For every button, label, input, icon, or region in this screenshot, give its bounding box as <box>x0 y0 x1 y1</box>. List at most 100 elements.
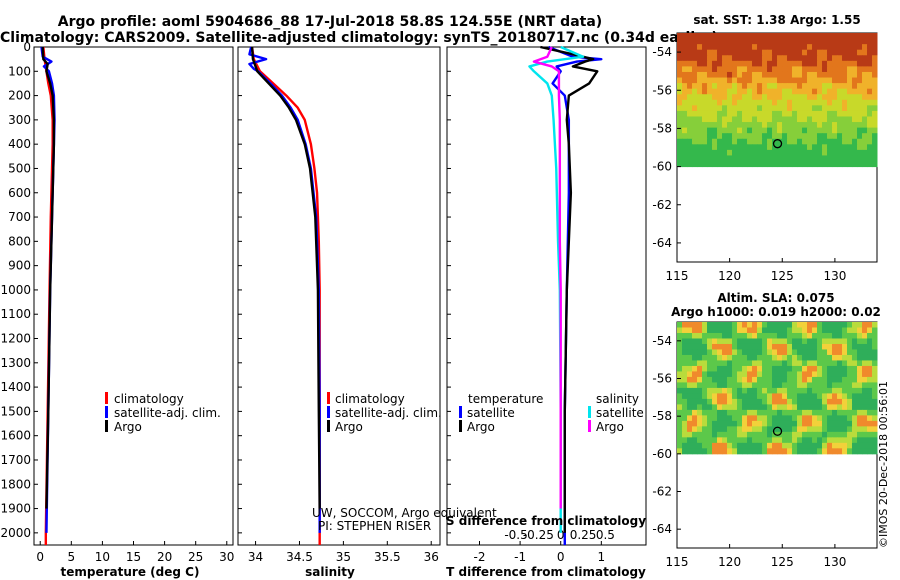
sst_map-cell <box>812 122 818 129</box>
sst_map-cell <box>752 66 758 73</box>
sst_map-cell <box>762 49 768 56</box>
sst_map-cell <box>842 38 848 45</box>
sla_map-cell <box>707 349 713 356</box>
sst_map-cell <box>747 116 753 123</box>
sla_map-cell <box>717 442 723 449</box>
sst_map-cell <box>727 161 733 168</box>
sla_map-cell <box>747 322 753 328</box>
sla_map-cell <box>847 349 853 356</box>
sst_map-cell <box>737 33 743 40</box>
sst_map-cell <box>697 138 703 145</box>
sst_map-cell <box>822 133 828 140</box>
sla_map-cell <box>807 448 813 455</box>
sst_map-cell <box>787 149 793 156</box>
sst_map-cell <box>797 33 803 40</box>
sla_map-cell <box>837 420 843 427</box>
sla_map-cell <box>772 349 778 356</box>
sst_map-cell <box>817 144 823 151</box>
sst_map-cell <box>767 161 773 168</box>
sst_map-cell <box>832 55 838 62</box>
sst_map-cell <box>742 77 748 84</box>
difference-top-tick-label: -0.25 <box>523 528 554 542</box>
sla_map-cell <box>802 327 808 334</box>
sla_map-cell <box>687 409 693 416</box>
sst_map-cell <box>812 138 818 145</box>
sst_map-cell <box>737 133 743 140</box>
sst_map-cell <box>737 49 743 56</box>
sst_map-cell <box>747 161 753 168</box>
sst_map-cell <box>832 149 838 156</box>
sla_map-cell <box>702 398 708 405</box>
sst_map-cell <box>792 127 798 134</box>
sst_map-cell <box>747 122 753 129</box>
sst_map-cell <box>742 161 748 168</box>
sst_map-cell <box>832 83 838 90</box>
difference-frame <box>446 46 647 546</box>
sla_map-cell <box>737 371 743 378</box>
sla_map-cell <box>822 437 828 444</box>
sst_map-cell <box>837 149 843 156</box>
sla_map-cell <box>777 332 783 339</box>
sst_map-cell <box>702 127 708 134</box>
sla_map-cell <box>872 448 878 455</box>
sst_map-cell <box>742 44 748 51</box>
sst_map-cell <box>717 138 723 145</box>
sst_map-cell <box>762 144 768 151</box>
sla_map-cell <box>837 409 843 416</box>
sla_map-cell <box>852 349 858 356</box>
sla_map-cell <box>742 327 748 334</box>
sst_map-cell <box>687 83 693 90</box>
sst_map-cell <box>812 77 818 84</box>
difference-xtick-label: -1 <box>514 550 526 564</box>
sla_map-cell <box>762 360 768 367</box>
sst_map-cell <box>857 66 863 73</box>
sst_map-cell <box>782 99 788 106</box>
sla_map-cell <box>752 322 758 328</box>
sla_map-cell <box>732 404 738 411</box>
sla_map-cell <box>687 387 693 394</box>
sst_map-cell <box>682 122 688 129</box>
sla_map-cell <box>712 382 718 389</box>
sla_map-cell <box>797 360 803 367</box>
sst_map-cell <box>852 105 858 112</box>
sst_map-cell <box>747 33 753 40</box>
sla_map-cell <box>772 376 778 383</box>
sst-map-title: sat. SST: 1.38 Argo: 1.55 <box>693 13 860 27</box>
sst_map-cell <box>712 149 718 156</box>
sst_map-cell <box>862 149 868 156</box>
sst_map-cell <box>762 55 768 62</box>
sla_map-cell <box>857 360 863 367</box>
sla_map-cell <box>872 387 878 394</box>
sla_map-cell <box>782 371 788 378</box>
sla_map-cell <box>747 448 753 455</box>
sla_map-cell <box>842 349 848 356</box>
sla_map-cell <box>762 393 768 400</box>
sla_map-cell <box>687 393 693 400</box>
sla_map-cell <box>757 442 763 449</box>
sla_map-cell <box>707 354 713 361</box>
sla_map-cell <box>872 354 878 361</box>
depth-tick-label: 100 <box>8 64 31 78</box>
sst_map-cell <box>862 99 868 106</box>
sla_map-cell <box>852 442 858 449</box>
sla_map-cell <box>697 393 703 400</box>
sst_map-cell <box>712 60 718 67</box>
sst_map-cell <box>772 155 778 162</box>
sla_map-cell <box>867 343 873 350</box>
sla_map-cell <box>687 327 693 334</box>
difference-top-tick-label: 0.25 <box>570 528 597 542</box>
sla_map-cell <box>717 354 723 361</box>
sst_map-cell <box>717 71 723 79</box>
sla_map-cell <box>867 338 873 345</box>
sla_map-cell <box>677 349 683 356</box>
sst_map-cell <box>732 33 738 40</box>
sst_map-cell <box>822 77 828 84</box>
sla_map-cell <box>732 376 738 383</box>
sst_map-cell <box>722 71 728 79</box>
sst_map-cell <box>867 99 873 106</box>
sst_map-cell <box>682 110 688 117</box>
sla_map-cell <box>717 426 723 433</box>
sst_map-cell <box>792 161 798 168</box>
sst_map-cell <box>692 133 698 140</box>
sst_map-cell <box>677 155 683 162</box>
